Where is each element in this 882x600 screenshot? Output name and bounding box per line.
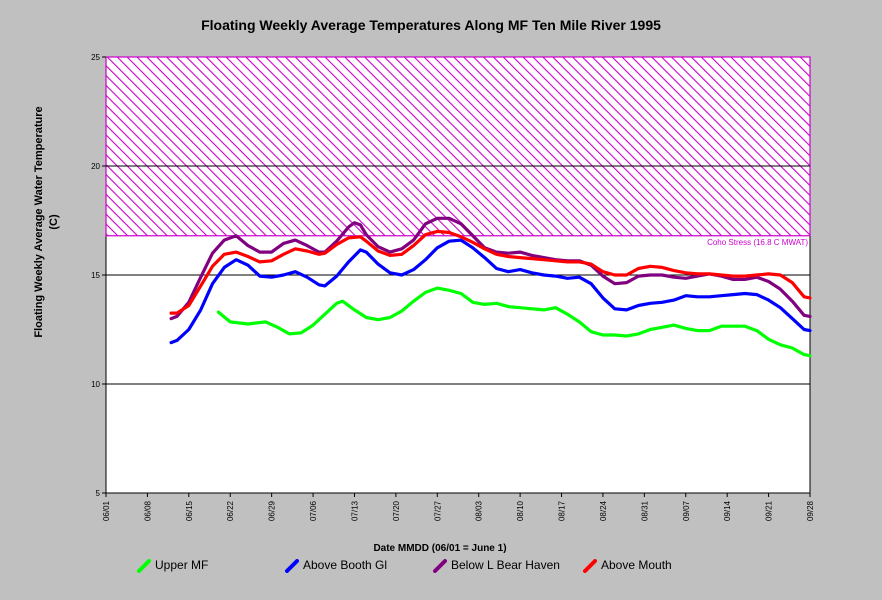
y-axis-label-line2: (C): [48, 214, 60, 230]
legend-label: Above Booth Gl: [303, 558, 388, 572]
x-tick-label: 08/10: [516, 500, 525, 521]
x-tick-label: 07/13: [350, 500, 359, 521]
x-tick-label: 08/03: [475, 500, 484, 521]
legend-swatch-below-l-bear-haven: [433, 558, 447, 573]
legend-item-upper-mf: Upper MF: [137, 558, 208, 573]
y-axis-label: Floating Weekly Average Water Temperatur…: [0, 0, 70, 600]
x-tick-label: 06/22: [226, 500, 235, 521]
series-line-above-mouth: [169, 229, 812, 315]
stress-band: [105, 56, 811, 237]
legend-label: Upper MF: [155, 558, 209, 572]
legend-item-below-l-bear-haven: Below L Bear Haven: [433, 558, 560, 573]
series-line-above-booth-gl: [169, 238, 812, 345]
y-tick-label: 5: [96, 489, 101, 498]
chart-title: Floating Weekly Average Temperatures Alo…: [201, 17, 661, 33]
legend: Upper MF Above Booth Gl Below L Bear Hav…: [0, 558, 882, 580]
legend-swatch-above-mouth: [583, 558, 597, 573]
x-tick-label: 06/01: [102, 500, 111, 521]
x-tick-label: 08/24: [599, 500, 608, 521]
x-tick-label: 06/29: [268, 500, 277, 521]
legend-label: Above Mouth: [601, 558, 672, 572]
legend-item-above-mouth: Above Mouth: [583, 558, 672, 573]
x-tick-label: 06/15: [185, 500, 194, 521]
legend-label: Below L Bear Haven: [451, 558, 560, 572]
series-line-upper-mf: [216, 286, 812, 358]
x-tick-label: 07/27: [433, 500, 442, 521]
x-tick-label: 07/06: [309, 500, 318, 521]
y-tick-label: 20: [91, 162, 100, 171]
x-tick-label: 07/20: [392, 500, 401, 521]
y-axis-label-line1: Floating Weekly Average Water Temperatur…: [33, 106, 45, 337]
y-tick-label: 10: [91, 380, 100, 389]
x-tick-label: 08/31: [640, 500, 649, 521]
x-axis-label: Date MMDD (06/01 = June 1): [373, 543, 507, 554]
y-tick-label: 25: [91, 53, 100, 62]
legend-swatch-above-booth-gl: [285, 558, 299, 573]
x-tick-label: 09/28: [806, 500, 815, 521]
x-tick-label: 09/21: [765, 500, 774, 521]
x-tick-label: 09/14: [723, 500, 732, 521]
legend-item-above-booth-gl: Above Booth Gl: [285, 558, 387, 573]
x-tick-label: 08/17: [558, 500, 567, 521]
x-tick-label: 06/08: [143, 500, 152, 521]
y-tick-label: 15: [91, 271, 100, 280]
legend-swatch-upper-mf: [137, 558, 151, 573]
stress-band-label: Coho Stress (16.8 C MWAT): [707, 238, 808, 247]
x-tick-label: 09/07: [682, 500, 691, 521]
